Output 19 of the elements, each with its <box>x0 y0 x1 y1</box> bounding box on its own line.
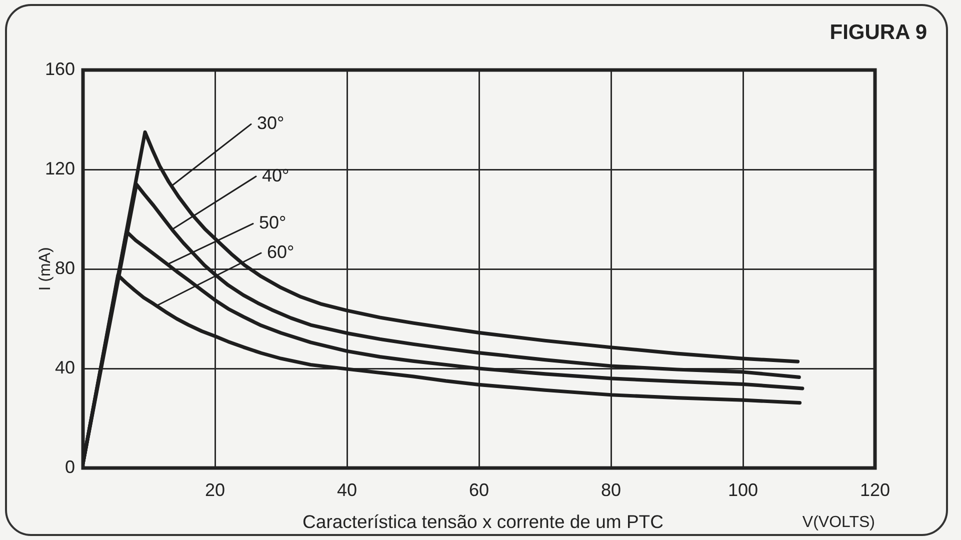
x-tick-label: 20 <box>204 480 226 500</box>
x-tick-label: 60 <box>468 480 490 500</box>
text: 50° <box>259 212 286 233</box>
text: 30° <box>257 113 284 134</box>
chart-title: FIGURA 9 <box>830 21 927 45</box>
y-tick-label: 160 <box>44 58 75 79</box>
x-axis-title: V(VOLTS) <box>802 514 875 531</box>
y-tick-label: 40 <box>54 357 75 378</box>
x-tick-label: 80 <box>600 480 622 500</box>
y-axis-title: I (mA) <box>37 247 54 291</box>
text: 40° <box>262 165 290 186</box>
y-tick-label: 0 <box>64 456 75 477</box>
x-tick-label: 100 <box>728 480 758 500</box>
text: Característica tensão x corrente de um PTC <box>302 511 664 533</box>
y-tick-label: 120 <box>44 158 75 178</box>
x-tick-label: 120 <box>860 480 890 500</box>
x-tick-label: 40 <box>336 480 358 500</box>
y-tick-label: 80 <box>54 258 75 278</box>
text: 60° <box>267 242 294 262</box>
